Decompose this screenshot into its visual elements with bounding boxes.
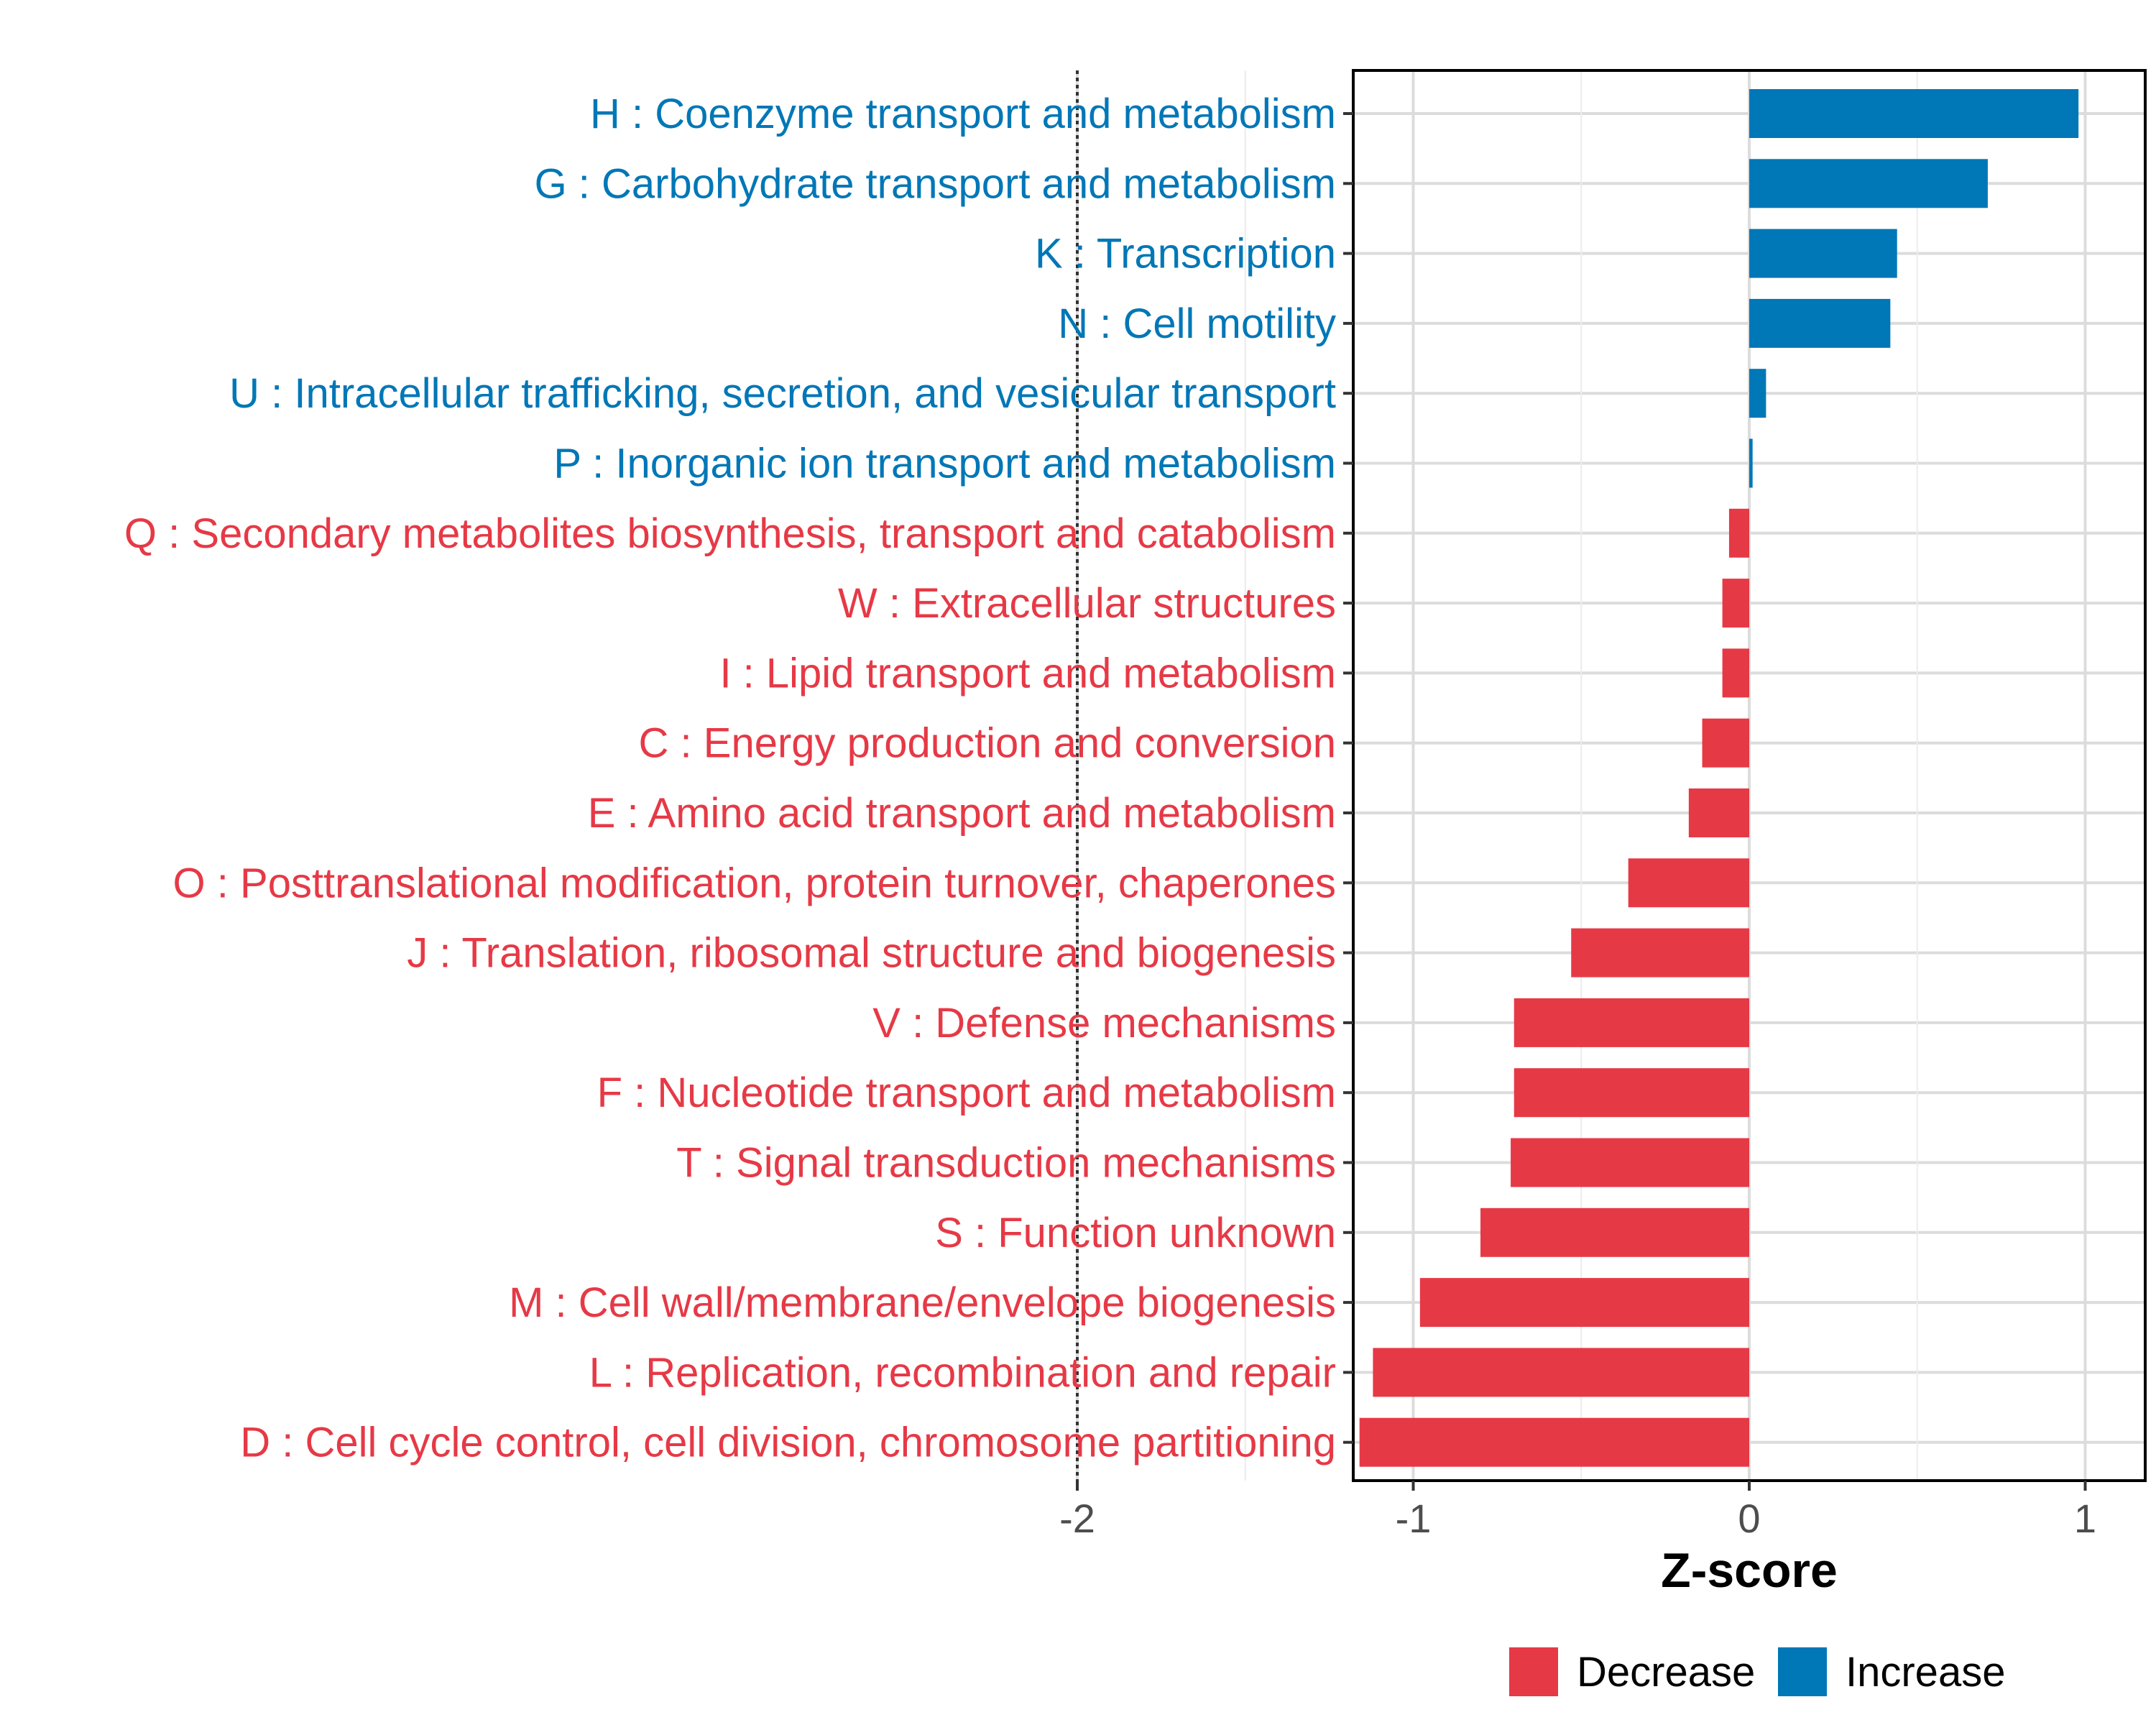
category-label: J : Translation, ribosomal structure and…	[407, 930, 1336, 977]
bar-decrease	[1514, 1068, 1749, 1118]
category-label: F : Nucleotide transport and metabolism	[597, 1070, 1336, 1116]
legend-label-increase: Increase	[1846, 1649, 2005, 1696]
x-axis-ticks: -2-1012	[1059, 1481, 2096, 1541]
category-label: O : Posttranslational modification, prot…	[173, 860, 1336, 906]
category-label: G : Carbohydrate transport and metabolis…	[535, 160, 1336, 207]
bar-decrease	[1359, 1417, 1749, 1467]
x-axis-title: Z-score	[1661, 1543, 1838, 1598]
bar-increase	[1749, 89, 2079, 138]
category-label: C : Energy production and conversion	[639, 720, 1336, 767]
category-labels: H : Coenzyme transport and metabolism G :…	[124, 91, 1336, 1466]
y-axis-ticks	[1343, 112, 1353, 1444]
category-label: N : Cell motility	[1058, 300, 1336, 347]
bar-decrease	[1628, 858, 1749, 908]
reference-lines	[1076, 70, 1079, 1481]
bar-decrease	[1511, 1138, 1749, 1187]
bar-increase	[1749, 229, 1897, 278]
bars	[1359, 89, 2079, 1467]
category-label: T : Signal transduction mechanisms	[676, 1140, 1336, 1187]
category-label: U : Intracellular trafficking, secretion…	[229, 370, 1336, 417]
x-tick-label: 1	[2074, 1496, 2096, 1541]
category-label: M : Cell wall/membrane/envelope biogenes…	[509, 1279, 1336, 1326]
x-tick-label: -2	[1059, 1496, 1095, 1541]
bar-decrease	[1688, 788, 1749, 837]
bar-decrease	[1702, 718, 1749, 768]
bar-decrease	[1514, 998, 1749, 1047]
bar-decrease	[1571, 928, 1749, 978]
bar-decrease	[1728, 508, 1749, 558]
bar-decrease	[1480, 1208, 1749, 1257]
category-label: H : Coenzyme transport and metabolism	[590, 91, 1336, 137]
bar-increase	[1749, 369, 1766, 418]
category-label: I : Lipid transport and metabolism	[719, 650, 1336, 696]
category-label: S : Function unknown	[935, 1210, 1336, 1256]
category-label: W : Extracellular structures	[838, 580, 1336, 627]
category-label: K : Transcription	[1035, 231, 1336, 277]
bar-decrease	[1722, 648, 1749, 698]
legend-label-decrease: Decrease	[1577, 1649, 1755, 1696]
category-label: P : Inorganic ion transport and metaboli…	[553, 441, 1336, 487]
category-label: Q : Secondary metabolites biosynthesis, …	[124, 510, 1336, 557]
category-label: E : Amino acid transport and metabolism	[588, 790, 1336, 837]
legend-swatch-increase	[1778, 1647, 1827, 1696]
x-tick-label: -1	[1396, 1496, 1432, 1541]
category-label: D : Cell cycle control, cell division, c…	[240, 1420, 1336, 1466]
bar-decrease	[1373, 1348, 1749, 1397]
bar-decrease	[1419, 1278, 1749, 1328]
bar-increase	[1749, 298, 1891, 348]
bar-decrease	[1722, 579, 1749, 628]
bar-increase	[1749, 159, 1988, 208]
x-tick-label: 0	[1738, 1496, 1760, 1541]
legend-swatch-decrease	[1509, 1647, 1558, 1696]
category-label: L : Replication, recombination and repai…	[589, 1349, 1336, 1396]
grid-lines	[1076, 70, 2145, 1481]
bar-increase	[1749, 438, 1753, 488]
category-label: V : Defense mechanisms	[872, 1000, 1336, 1046]
legend: Decrease Increase	[1509, 1647, 2005, 1696]
